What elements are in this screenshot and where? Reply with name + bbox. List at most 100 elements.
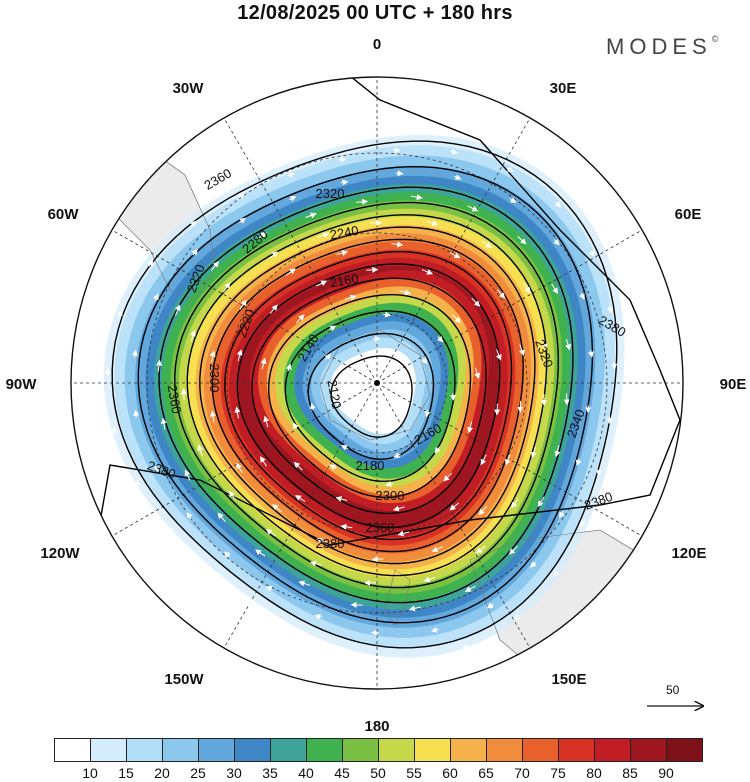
wind-vector bbox=[238, 192, 246, 199]
contour-label: 2180 bbox=[356, 458, 385, 473]
lon-label-30w: 30W bbox=[173, 80, 205, 97]
wind-vector bbox=[338, 156, 347, 163]
wind-vector bbox=[471, 297, 481, 307]
colorbar bbox=[54, 738, 703, 764]
contour-labels: 2120214021602160218022202240228023002300… bbox=[145, 165, 628, 551]
wind-vector bbox=[184, 469, 191, 481]
wind-vector bbox=[217, 512, 226, 523]
height-contour bbox=[186, 214, 548, 577]
height-contour bbox=[174, 201, 560, 589]
colorbar-label: 10 bbox=[82, 765, 98, 781]
colorbar-swatch bbox=[126, 738, 163, 762]
wind-vector bbox=[371, 556, 384, 563]
colorbar-label: 15 bbox=[118, 765, 134, 781]
height-contour bbox=[211, 238, 524, 553]
meridian-line bbox=[111, 382, 378, 537]
polar-stereographic-map: 2120214021602160218022202240228023002300… bbox=[6, 36, 747, 735]
wind-vector bbox=[147, 259, 154, 267]
lon-label-60w: 60W bbox=[48, 206, 80, 223]
wind-vector bbox=[596, 468, 603, 476]
wind-vector bbox=[486, 602, 494, 609]
wind-vector bbox=[588, 250, 595, 258]
wind-vector bbox=[329, 464, 337, 471]
wind-vector bbox=[587, 349, 594, 358]
wind-vector bbox=[480, 454, 487, 466]
wind-vectors bbox=[104, 147, 618, 662]
wind-vector bbox=[285, 268, 296, 276]
colorbar-label: 25 bbox=[190, 765, 206, 781]
wind-vector bbox=[434, 446, 441, 454]
wind-vector bbox=[285, 363, 292, 372]
wind-vector bbox=[344, 294, 357, 301]
colorbar-swatch bbox=[522, 738, 559, 762]
height-contour-2380 bbox=[94, 77, 681, 551]
wind-vector bbox=[272, 504, 282, 512]
wind-vector bbox=[464, 585, 476, 592]
wind-vector bbox=[316, 280, 328, 287]
height-contour bbox=[284, 310, 456, 483]
lon-label-180: 180 bbox=[364, 718, 389, 735]
lon-label-30e: 30E bbox=[550, 80, 577, 97]
wind-vector bbox=[340, 445, 349, 451]
colorbar-label: 55 bbox=[406, 765, 422, 781]
contour-label: 2360 bbox=[366, 520, 395, 535]
colorbar-swatch bbox=[666, 738, 703, 762]
wind-vector bbox=[239, 299, 247, 310]
wind-vector bbox=[453, 174, 462, 181]
contour-label: 2300 bbox=[376, 488, 405, 503]
wind-vector bbox=[197, 444, 204, 456]
wind-vector bbox=[104, 367, 111, 376]
wind-vector bbox=[452, 314, 462, 324]
wind-vector bbox=[329, 325, 337, 332]
contour-label: 2300 bbox=[207, 364, 222, 393]
wind-vector bbox=[474, 367, 481, 380]
wind-vector bbox=[518, 344, 525, 356]
wind-vector bbox=[511, 498, 519, 509]
wind-vector bbox=[224, 551, 231, 558]
colorbar-swatch bbox=[558, 738, 595, 762]
wind-vector bbox=[551, 283, 559, 295]
wind-vector bbox=[537, 496, 545, 508]
wind-vector bbox=[530, 446, 537, 459]
wind-vector bbox=[191, 248, 198, 256]
wind-vector bbox=[475, 545, 486, 554]
colorbar-swatch bbox=[594, 738, 631, 762]
wind-vector bbox=[186, 512, 193, 520]
wind-vector bbox=[541, 338, 548, 350]
height-contour bbox=[251, 277, 487, 515]
wind-vector bbox=[263, 415, 270, 428]
wind-vector bbox=[553, 570, 560, 577]
wind-vector bbox=[111, 426, 118, 435]
wind-vector bbox=[450, 148, 458, 155]
lon-label-60e: 60E bbox=[675, 206, 702, 223]
wind-vector bbox=[424, 409, 431, 418]
wind-vector bbox=[421, 357, 428, 364]
copyright-mark: © bbox=[711, 34, 719, 44]
height-contour bbox=[236, 263, 501, 529]
colorbar-label: 40 bbox=[298, 765, 314, 781]
wind-vector bbox=[426, 220, 439, 226]
colorbar-swatch bbox=[378, 738, 415, 762]
wind-vector bbox=[553, 238, 560, 246]
wind-vector bbox=[580, 520, 586, 528]
map-content: 2120214021602160218022202240228023002300… bbox=[71, 77, 683, 689]
wind-vector bbox=[160, 417, 167, 430]
contour-label: 2360 bbox=[165, 384, 185, 415]
height-contour bbox=[111, 140, 618, 649]
wind-vector bbox=[554, 445, 561, 458]
contour-label: 2320 bbox=[316, 186, 345, 201]
colorbar-swatch bbox=[306, 738, 343, 762]
wind-vector bbox=[288, 196, 297, 202]
colorbar-label: 20 bbox=[154, 765, 170, 781]
wind-vector bbox=[385, 480, 394, 487]
wind-vector bbox=[292, 422, 299, 430]
colorbar-label: 75 bbox=[550, 765, 566, 781]
lon-label-90w: 90W bbox=[6, 376, 38, 393]
wind-vector bbox=[298, 580, 311, 587]
wind-vector bbox=[391, 241, 404, 248]
colorbar-label: 70 bbox=[514, 765, 530, 781]
wind-vector bbox=[245, 599, 253, 605]
wind-vector bbox=[530, 561, 537, 568]
height-contour bbox=[137, 165, 594, 624]
wind-vector bbox=[575, 458, 582, 467]
